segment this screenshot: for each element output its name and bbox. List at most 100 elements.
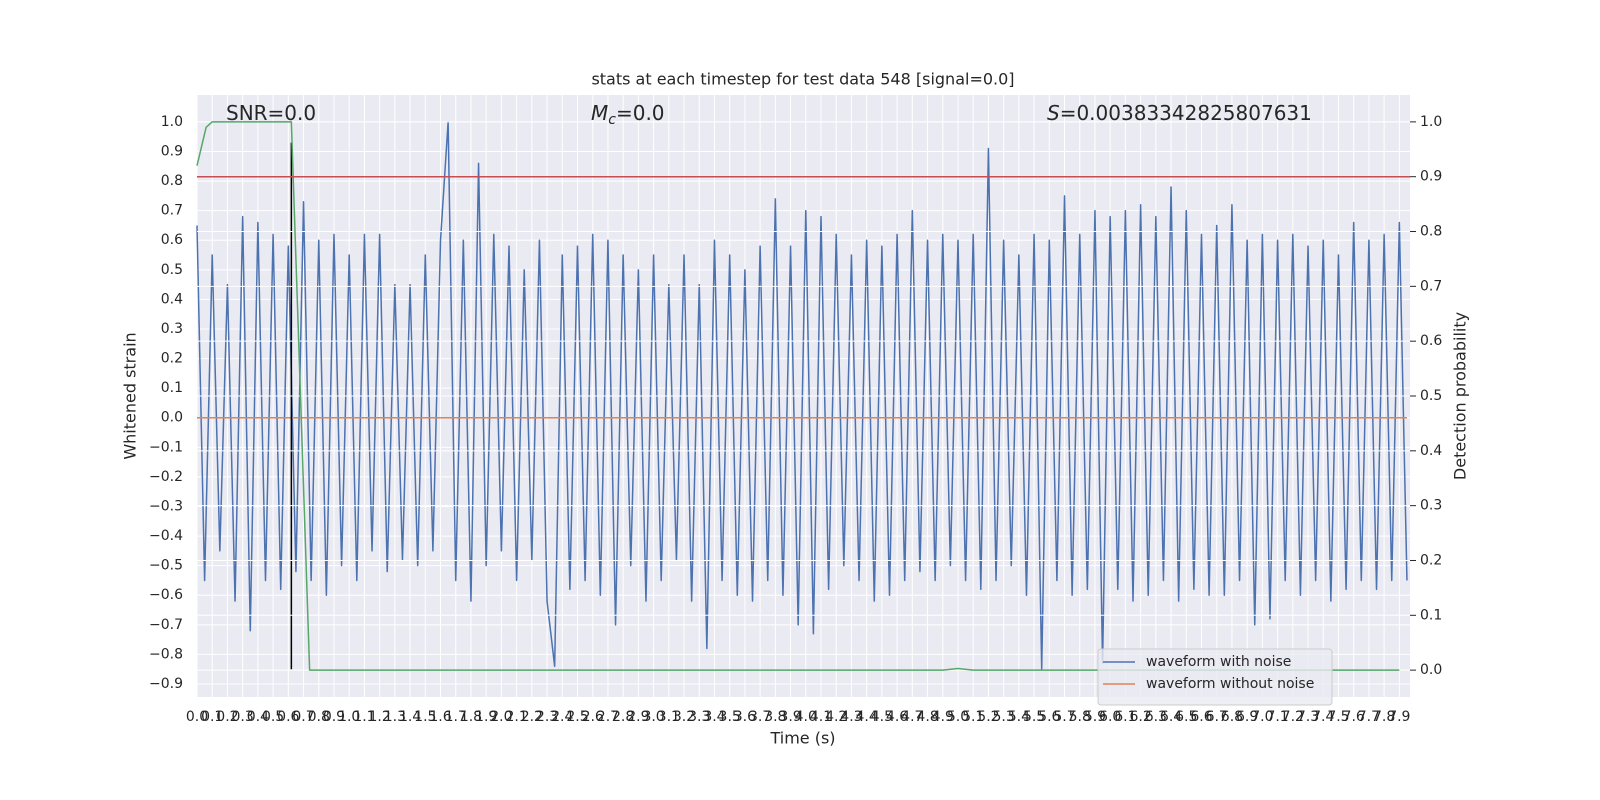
y-tick-label: 0.0 (161, 410, 183, 426)
y2-tick-label: 1.0 (1420, 114, 1442, 130)
x-tick-label: 5.6 (1038, 709, 1060, 725)
annotation: SNR=0.0 (226, 101, 316, 125)
x-tick-label: 3.0 (642, 709, 664, 725)
x-tick-label: 0.4 (247, 709, 269, 725)
x-tick-label: 4.0 (795, 709, 817, 725)
x-tick-label: 1.5 (414, 709, 436, 725)
x-tick-label: 4.4 (856, 709, 878, 725)
x-tick-label: 6.8 (1221, 709, 1243, 725)
x-tick-label: 6.6 (1190, 709, 1212, 725)
x-axis-label: Time (s) (769, 729, 835, 748)
x-tick-label: 3.5 (719, 709, 741, 725)
x-tick-label: 5.0 (947, 709, 969, 725)
x-tick-label: 7.2 (1282, 709, 1304, 725)
x-tick-label: 2.2 (521, 709, 543, 725)
x-tick-label: 7.3 (1297, 709, 1319, 725)
x-tick-label: 3.8 (764, 709, 786, 725)
y-tick-label: 1.0 (161, 114, 183, 130)
x-tick-label: 6.2 (1129, 709, 1151, 725)
x-tick-label: 0.6 (277, 709, 299, 725)
y-tick-label: 0.7 (161, 203, 183, 219)
y-tick-label: 0.5 (161, 262, 183, 278)
x-tick-label: 2.5 (566, 709, 588, 725)
x-tick-label: 3.4 (703, 709, 725, 725)
x-tick-label: 5.2 (977, 709, 999, 725)
y-tick-label: −0.2 (149, 469, 183, 485)
x-tick-label: 1.7 (445, 709, 467, 725)
x-tick-label: 7.1 (1266, 709, 1288, 725)
y-tick-label: −0.9 (149, 676, 183, 692)
x-tick-label: 7.4 (1312, 709, 1334, 725)
x-tick-label: 1.1 (353, 709, 375, 725)
chart-title: stats at each timestep for test data 548… (591, 70, 1014, 89)
x-tick-label: 3.9 (779, 709, 801, 725)
x-tick-label: 0.3 (232, 709, 254, 725)
x-tick-label: 2.9 (627, 709, 649, 725)
x-tick-label: 2.4 (551, 709, 573, 725)
x-tick-label: 5.9 (1084, 709, 1106, 725)
y2-tick-label: 0.9 (1420, 169, 1442, 185)
x-tick-label: 6.5 (1175, 709, 1197, 725)
x-tick-label: 0.7 (292, 709, 314, 725)
x-tick-label: 1.8 (460, 709, 482, 725)
x-tick-label: 6.7 (1206, 709, 1228, 725)
annotation-symbol: M (591, 101, 608, 125)
y2-tick-label: 0.5 (1420, 388, 1442, 404)
y-tick-label: −0.7 (149, 617, 183, 633)
legend-label: waveform without noise (1146, 676, 1314, 692)
annotation-text: =0.00383342825807631 (1060, 101, 1312, 125)
x-tick-label: 0.1 (201, 709, 223, 725)
x-tick-label: 5.4 (1008, 709, 1030, 725)
x-tick-label: 3.2 (673, 709, 695, 725)
y-tick-label: 0.3 (161, 321, 183, 337)
annotation: Mc=0.0 (591, 101, 665, 129)
x-tick-label: 4.2 (825, 709, 847, 725)
x-tick-label: 6.0 (1099, 709, 1121, 725)
y-tick-label: 0.6 (161, 232, 183, 248)
x-tick-label: 4.6 (886, 709, 908, 725)
x-tick-label: 7.0 (1251, 709, 1273, 725)
x-tick-label: 4.7 (901, 709, 923, 725)
y2-tick-label: 0.2 (1420, 552, 1442, 568)
x-tick-label: 5.7 (1053, 709, 1075, 725)
x-tick-label: 4.8 (916, 709, 938, 725)
y-tick-label: 0.9 (161, 144, 183, 160)
x-tick-label: 5.5 (1023, 709, 1045, 725)
x-tick-label: 6.3 (1145, 709, 1167, 725)
x-tick-label: 6.9 (1236, 709, 1258, 725)
y-tick-label: 0.2 (161, 351, 183, 367)
x-tick-label: 4.3 (840, 709, 862, 725)
annotation-text: SNR=0.0 (226, 101, 316, 125)
y2-tick-label: 0.6 (1420, 333, 1442, 349)
x-tick-label: 4.1 (810, 709, 832, 725)
x-tick-label: 3.7 (749, 709, 771, 725)
x-tick-label: 0.8 (308, 709, 330, 725)
x-tick-label: 0.2 (216, 709, 238, 725)
x-tick-label: 1.6 (429, 709, 451, 725)
x-tick-label: 2.1 (505, 709, 527, 725)
annotation-subscript: c (608, 112, 616, 128)
y2-tick-label: 0.8 (1420, 224, 1442, 240)
y2-tick-label: 0.0 (1420, 662, 1442, 678)
x-tick-label: 7.9 (1388, 709, 1410, 725)
x-tick-label: 7.5 (1327, 709, 1349, 725)
x-tick-label: 0.0 (186, 709, 208, 725)
y2-tick-label: 0.1 (1420, 607, 1442, 623)
series-line (196, 121, 1400, 671)
x-tick-label: 7.6 (1343, 709, 1365, 725)
x-tick-label: 6.4 (1160, 709, 1182, 725)
y-tick-label: −0.8 (149, 646, 183, 662)
x-tick-label: 1.4 (399, 709, 421, 725)
x-tick-label: 2.0 (490, 709, 512, 725)
x-tick-label: 0.5 (262, 709, 284, 725)
x-tick-label: 4.5 (871, 709, 893, 725)
x-tick-label: 5.3 (993, 709, 1015, 725)
y2-axis-label: Detection probability (1451, 312, 1470, 480)
x-tick-label: 2.8 (612, 709, 634, 725)
x-tick-label: 3.1 (658, 709, 680, 725)
x-tick-label: 6.1 (1114, 709, 1136, 725)
y-tick-label: −0.6 (149, 587, 183, 603)
x-tick-label: 1.2 (369, 709, 391, 725)
x-tick-label: 3.6 (734, 709, 756, 725)
x-tick-label: 2.3 (536, 709, 558, 725)
